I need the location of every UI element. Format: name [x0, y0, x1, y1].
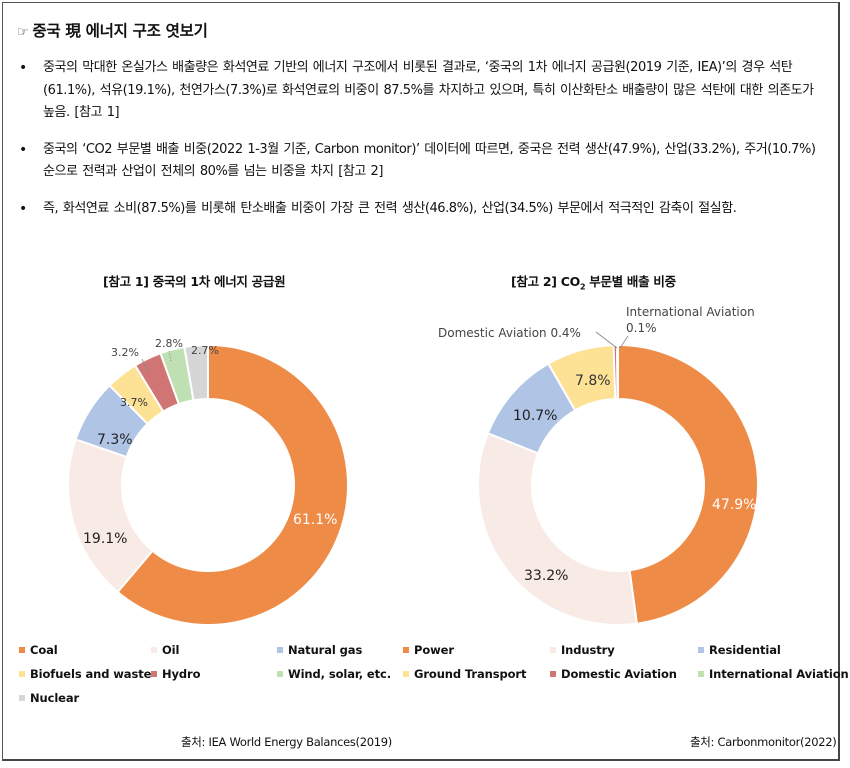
chart1-label-nuclear: 2.7%	[191, 344, 219, 357]
chart2-donut	[477, 343, 759, 626]
legend-item-wind-solar: Wind, solar, etc.	[277, 667, 391, 681]
chart1-label-oil: 19.1%	[83, 531, 127, 547]
legend-swatch	[19, 647, 25, 653]
legend-swatch	[698, 647, 704, 653]
legend-swatch	[550, 647, 556, 653]
legend-item-international-aviation: International Aviation	[698, 667, 849, 681]
legend-swatch	[19, 695, 25, 701]
page-title-text: 중국 現 에너지 구조 엿보기	[32, 22, 208, 40]
legend-swatch	[550, 671, 556, 677]
legend-item-oil: Oil	[151, 643, 179, 657]
chart2-label-intl-name: International Aviation	[626, 305, 755, 319]
chart1-label-bio: 3.7%	[120, 396, 148, 409]
legend-item-residential: Residential	[698, 643, 781, 657]
chart2-label-domestic: Domestic Aviation 0.4%	[438, 326, 581, 340]
chart2-leader-intl	[619, 335, 629, 349]
legend-item-domestic-aviation: Domestic Aviation	[550, 667, 677, 681]
legend-swatch	[151, 671, 157, 677]
legend-swatch	[277, 647, 283, 653]
legend-item-nuclear: Nuclear	[19, 691, 79, 705]
legend-item-biofuels: Biofuels and waste	[19, 667, 151, 681]
legend-swatch	[403, 671, 409, 677]
chart2-label-intl-value: 0.1%	[626, 321, 657, 335]
donut-slice-nuclear	[183, 343, 209, 402]
chart1-label-hydro: 3.2%	[111, 346, 139, 359]
chart1-title: [참고 1] 중국의 1차 에너지 공급원	[103, 274, 286, 289]
donut-slice-industry	[477, 432, 638, 626]
chart2-label-power: 47.9%	[712, 497, 756, 513]
legend-item-industry: Industry	[550, 643, 615, 657]
legend-swatch	[698, 671, 704, 677]
chart2-label-transport: 7.8%	[575, 373, 611, 389]
legend-item-ground-transport: Ground Transport	[403, 667, 526, 681]
chart2-label-industry: 33.2%	[524, 568, 568, 584]
chart1-label-wind: 2.8%	[155, 337, 183, 350]
page-title: ☞ 중국 現 에너지 구조 엿보기	[17, 19, 208, 41]
donut-slice-power	[617, 343, 759, 625]
chart2-label-residential: 10.7%	[513, 408, 557, 424]
bullet-item: 중국의 막대한 온실가스 배출량은 화석연료 기반의 에너지 구조에서 비롯된 …	[17, 57, 822, 125]
legend-swatch	[151, 647, 157, 653]
donut-slice-international-aviation	[616, 343, 619, 401]
donut-slice-coal	[116, 343, 349, 626]
legend-item-natural-gas: Natural gas	[277, 643, 362, 657]
pointing-hand-icon: ☞	[17, 25, 29, 40]
chart2-leader-domestic	[595, 331, 618, 349]
chart1-label-coal: 61.1%	[293, 512, 337, 528]
chart2-source: 출처: Carbonmonitor(2022)	[690, 735, 837, 749]
chart1-leader-hydro	[141, 358, 149, 373]
legend-item-power: Power	[403, 643, 454, 657]
chart2-title: [참고 2] CO2 부문별 배출 비중	[511, 274, 676, 292]
bullet-item: 즉, 화석연료 소비(87.5%)를 비롯해 탄소배출 비중이 가장 큰 전력 …	[17, 198, 822, 221]
bullet-list: 중국의 막대한 온실가스 배출량은 화석연료 기반의 에너지 구조에서 비롯된 …	[17, 57, 822, 234]
legend-item-hydro: Hydro	[151, 667, 201, 681]
legend-swatch	[277, 671, 283, 677]
legend-swatch	[403, 647, 409, 653]
legend-item-coal: Coal	[19, 643, 58, 657]
legend-swatch	[19, 671, 25, 677]
bullet-item: 중국의 ‘CO2 부문별 배출 비중(2022 1-3월 기준, Carbon …	[17, 139, 822, 184]
chart1-label-gas: 7.3%	[97, 432, 133, 448]
chart1-donut	[67, 343, 349, 626]
charts-canvas: 61.1% 19.1% 7.3% 3.7% 3.2% 2.8% 2.7% 47.…	[67, 305, 759, 626]
chart1-source: 출처: IEA World Energy Balances(2019)	[181, 735, 392, 749]
